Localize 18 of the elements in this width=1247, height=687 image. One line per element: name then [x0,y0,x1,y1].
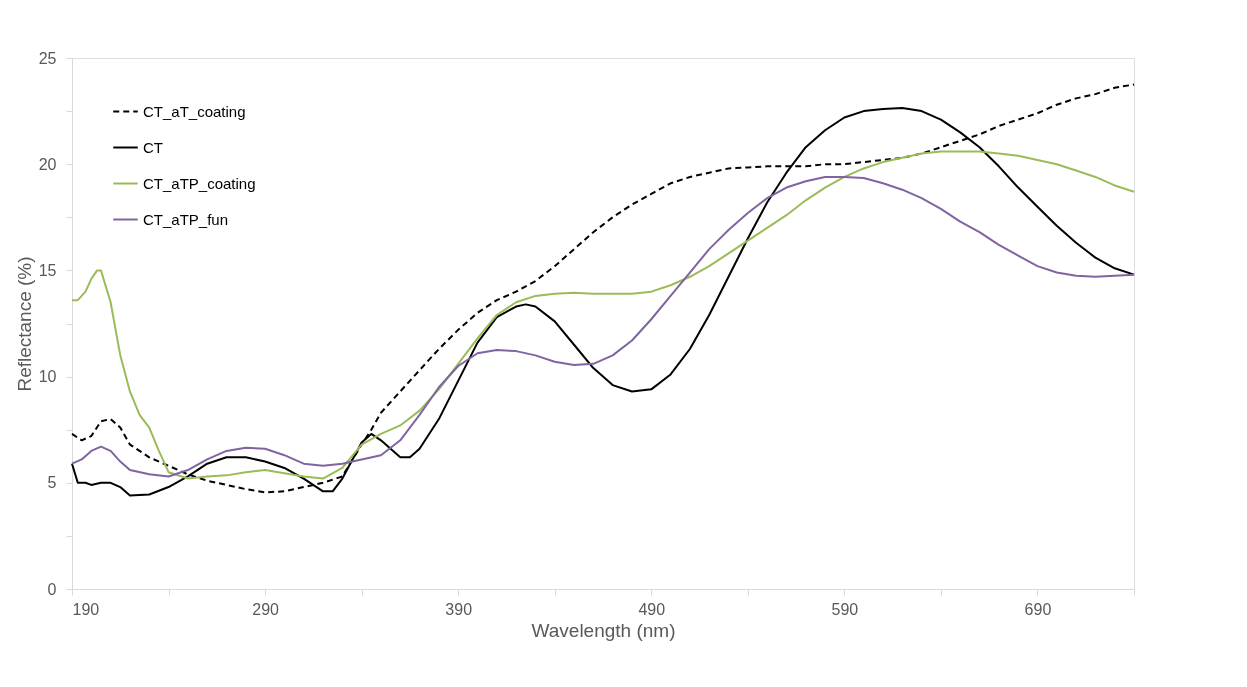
x-tick-label: 590 [831,600,859,618]
x-tick-label: 290 [252,600,280,618]
y-tick-label: 5 [47,474,57,492]
y-tick-label: 0 [47,580,57,598]
x-tick-label: 190 [72,600,100,618]
legend-label: CT_aTP_fun [143,210,229,228]
x-tick-label: 690 [1024,600,1052,618]
legend-label: CT_aTP_coating [143,174,256,192]
x-axis-title: Wavelength (nm) [531,619,676,641]
y-tick-label: 20 [38,155,57,173]
x-tick-label: 490 [638,600,666,618]
y-tick-label: 10 [38,368,57,386]
y-tick-label: 15 [38,261,57,279]
legend-label: CT [143,138,163,156]
legend-label: CT_aT_coating [143,102,246,120]
y-tick-label: 25 [38,49,57,67]
x-tick-label: 390 [445,600,473,618]
y-axis-title: Reflectance (%) [13,256,35,392]
